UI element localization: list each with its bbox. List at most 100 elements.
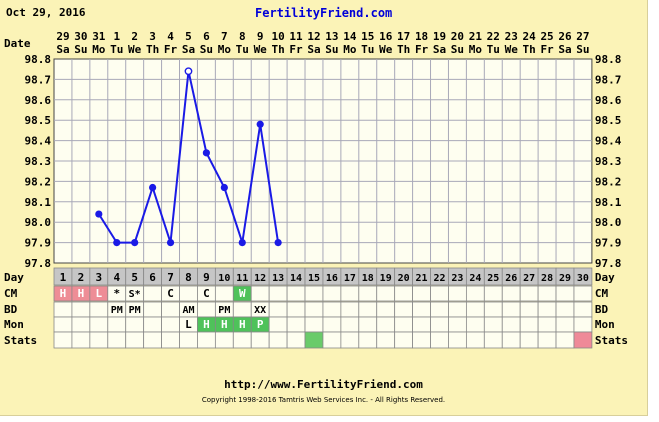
y-tick-right: 98.5 <box>595 114 622 127</box>
cm-cell-value: H <box>78 287 85 300</box>
footer-url[interactable]: http://www.FertilityFriend.com <box>224 378 423 391</box>
weekday-label: Su <box>74 43 87 56</box>
weekday-label: Su <box>200 43 213 56</box>
date-number: 21 <box>469 30 483 43</box>
cm-cell <box>519 285 539 302</box>
day-cell-value: 4 <box>113 271 120 284</box>
weekday-label: Fr <box>415 43 429 56</box>
cm-cell <box>268 285 288 302</box>
y-tick-left: 98.5 <box>25 114 52 127</box>
stats-cell <box>89 331 109 349</box>
day-cell-value: 26 <box>505 273 517 284</box>
temperature-point <box>113 239 121 247</box>
cm-cell <box>250 285 270 302</box>
date-number: 31 <box>92 30 106 43</box>
bd-cell <box>340 301 360 318</box>
date-number: 17 <box>397 30 410 43</box>
stats-cell <box>214 331 234 349</box>
mon-cell <box>376 316 396 333</box>
weekday-label: Sa <box>56 43 69 56</box>
y-tick-left: 98.4 <box>25 135 52 148</box>
day-cell-value: 1 <box>60 271 67 284</box>
cm-cell-value: * <box>113 287 120 300</box>
y-tick-right: 97.8 <box>595 257 622 270</box>
bd-cell <box>519 301 539 318</box>
day-cell-value: 28 <box>541 273 553 284</box>
y-tick-right: 98.8 <box>595 53 622 66</box>
bd-cell <box>537 301 557 318</box>
stats-cell <box>448 331 467 349</box>
bd-cell-value: XX <box>254 305 266 316</box>
temperature-point <box>95 210 103 218</box>
date-row-label: Date <box>4 37 31 50</box>
day-cell-value: 8 <box>185 271 192 284</box>
weekday-label: Su <box>325 43 338 56</box>
cm-cell <box>412 285 431 302</box>
day-cell-value: 14 <box>290 273 302 284</box>
stats-cell <box>412 331 431 349</box>
temperature-point <box>220 183 228 192</box>
weekday-label: Mo <box>469 43 483 56</box>
y-tick-left: 97.9 <box>25 237 52 250</box>
mon-cell <box>53 316 73 333</box>
bd-cell <box>483 301 503 318</box>
stats-row-label-right: Stats <box>595 334 628 347</box>
mon-cell <box>340 316 360 333</box>
day-row-label-right: Day <box>595 271 615 284</box>
date-number: 13 <box>325 30 338 43</box>
date-number: 2 <box>131 30 138 43</box>
date-number: 1 <box>113 30 120 43</box>
y-tick-right: 98.4 <box>595 135 622 148</box>
bd-cell-value: PM <box>129 305 141 316</box>
day-cell-value: 21 <box>416 273 428 284</box>
bd-cell <box>161 301 180 318</box>
bd-row-label-left: BD <box>4 303 18 316</box>
date-number: 24 <box>523 30 537 43</box>
weekday-label: Su <box>576 43 589 56</box>
stats-cell <box>555 331 575 349</box>
day-cell-value: 22 <box>433 273 445 284</box>
weekday-label: We <box>379 43 393 56</box>
weekday-label: Fr <box>289 43 303 56</box>
day-cell-value: 18 <box>362 273 374 284</box>
bd-cell <box>232 301 252 318</box>
y-tick-right: 98.6 <box>595 94 622 107</box>
stats-cell <box>304 331 324 349</box>
cm-cell <box>483 285 503 302</box>
cm-cell <box>573 285 593 302</box>
bd-cell-value: AM <box>182 305 194 316</box>
stats-cell <box>53 331 73 349</box>
mon-cell <box>89 316 109 333</box>
cm-row-label-left: CM <box>4 287 18 300</box>
weekday-label: Sa <box>433 43 446 56</box>
stats-cell <box>394 331 414 349</box>
stats-cell <box>322 331 342 349</box>
day-cell-value: 15 <box>308 273 320 284</box>
y-tick-left: 98.8 <box>25 53 52 66</box>
date-number: 4 <box>167 30 174 43</box>
cm-cell-value: C <box>167 287 174 300</box>
bd-row-label-right: BD <box>595 303 609 316</box>
day-cell-value: 2 <box>78 271 85 284</box>
stats-cell <box>340 331 360 349</box>
weekday-label: Fr <box>164 43 178 56</box>
mon-row-label-left: Mon <box>4 318 24 331</box>
stats-cell <box>286 331 306 349</box>
y-tick-left: 98.1 <box>25 196 52 209</box>
bd-cell-value: PM <box>111 305 123 316</box>
cm-cell-value: L <box>96 287 103 300</box>
y-tick-right: 98.1 <box>595 196 622 209</box>
bd-cell <box>71 301 91 318</box>
date-number: 29 <box>56 30 69 43</box>
weekday-label: Fr <box>540 43 554 56</box>
stats-cell <box>179 331 198 349</box>
date-number: 22 <box>487 30 500 43</box>
mon-cell <box>304 316 324 333</box>
y-tick-right: 98.3 <box>595 155 622 168</box>
weekday-label: Th <box>523 43 536 56</box>
day-row-label-left: Day <box>4 271 24 284</box>
bd-cell <box>376 301 396 318</box>
bd-cell <box>304 301 324 318</box>
day-cell-value: 16 <box>326 273 338 284</box>
cm-cell <box>555 285 575 302</box>
